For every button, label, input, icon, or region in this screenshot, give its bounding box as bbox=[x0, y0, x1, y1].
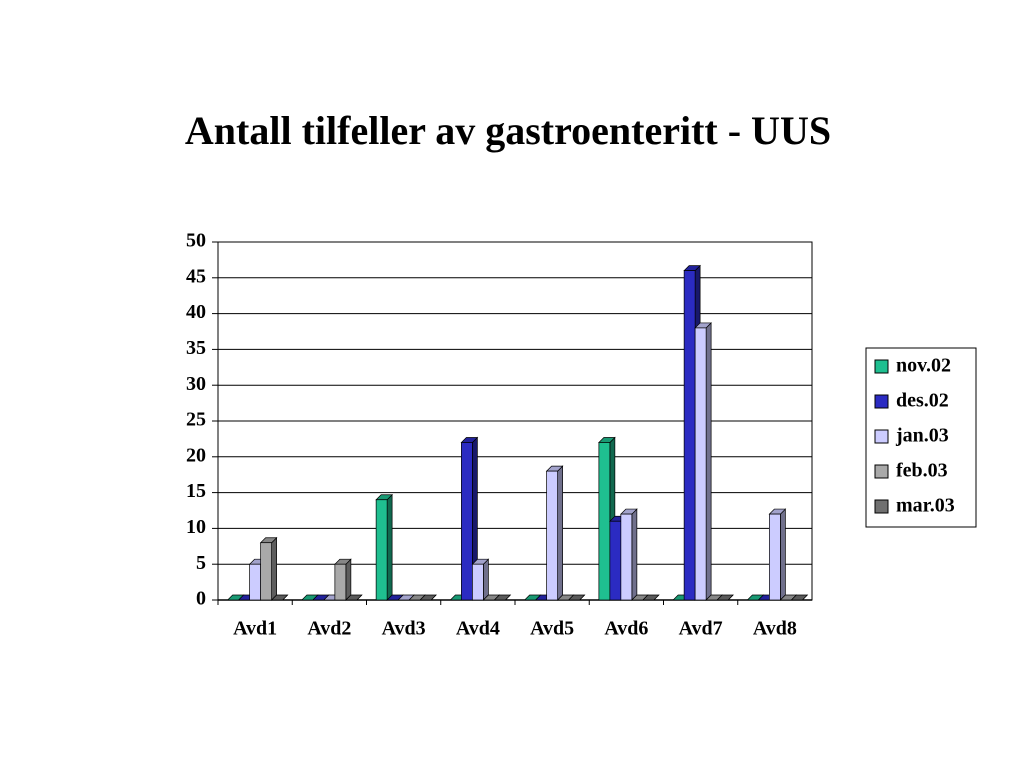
x-tick-label: Avd8 bbox=[753, 618, 797, 640]
bar-top bbox=[642, 594, 660, 601]
bar-side bbox=[631, 508, 638, 601]
bar-side bbox=[271, 536, 277, 601]
bar-side bbox=[483, 558, 489, 601]
bar-top bbox=[419, 594, 437, 601]
bar-side bbox=[705, 322, 712, 601]
x-tick-label: Avd4 bbox=[456, 618, 500, 640]
bar bbox=[334, 563, 347, 601]
bar-side bbox=[345, 558, 352, 601]
bar-top bbox=[790, 594, 809, 601]
legend-swatch bbox=[874, 499, 889, 514]
x-tick-label: Avd5 bbox=[530, 618, 574, 640]
legend-label: mar.03 bbox=[896, 495, 955, 517]
bar bbox=[249, 563, 261, 601]
bar-top bbox=[270, 594, 289, 601]
y-tick-label: 20 bbox=[186, 444, 206, 466]
legend-swatch bbox=[874, 464, 889, 479]
y-tick-label: 50 bbox=[186, 230, 206, 252]
y-tick-label: 30 bbox=[186, 373, 206, 395]
bar-top bbox=[716, 594, 734, 601]
legend-swatch bbox=[874, 394, 889, 409]
chart-title: Antall tilfeller av gastroenteritt - UUS bbox=[185, 108, 831, 153]
legend-label: jan.03 bbox=[895, 425, 949, 447]
y-tick-label: 25 bbox=[186, 409, 206, 431]
y-tick-label: 35 bbox=[186, 337, 206, 359]
y-tick-label: 45 bbox=[186, 265, 206, 287]
legend-swatch bbox=[874, 429, 889, 444]
bar-side bbox=[386, 493, 393, 601]
bar bbox=[620, 513, 633, 601]
bar-side bbox=[557, 465, 563, 601]
y-tick-label: 0 bbox=[196, 588, 206, 610]
bar bbox=[609, 520, 622, 601]
bar bbox=[769, 513, 781, 601]
legend-swatch bbox=[874, 359, 889, 374]
legend-label: feb.03 bbox=[896, 460, 948, 482]
x-tick-label: Avd1 bbox=[233, 618, 277, 640]
legend-label: des.02 bbox=[896, 390, 949, 412]
legend-label: nov.02 bbox=[896, 355, 951, 377]
x-tick-label: Avd6 bbox=[604, 618, 648, 640]
y-tick-label: 5 bbox=[196, 552, 206, 574]
y-tick-label: 40 bbox=[186, 301, 206, 323]
bar bbox=[598, 442, 611, 601]
bar bbox=[683, 270, 696, 601]
bar-top bbox=[493, 594, 512, 601]
bar bbox=[375, 499, 388, 601]
bar bbox=[546, 470, 558, 601]
bar-side bbox=[780, 508, 786, 601]
bar bbox=[461, 442, 473, 601]
bar bbox=[694, 327, 707, 601]
y-tick-label: 15 bbox=[186, 480, 206, 502]
bar bbox=[260, 542, 272, 601]
bar-top bbox=[345, 594, 363, 601]
x-tick-label: Avd3 bbox=[382, 618, 426, 640]
x-tick-label: Avd2 bbox=[307, 618, 351, 640]
bar bbox=[472, 563, 484, 601]
y-tick-label: 10 bbox=[186, 516, 206, 538]
x-tick-label: Avd7 bbox=[679, 618, 723, 640]
bar-top bbox=[567, 594, 586, 601]
